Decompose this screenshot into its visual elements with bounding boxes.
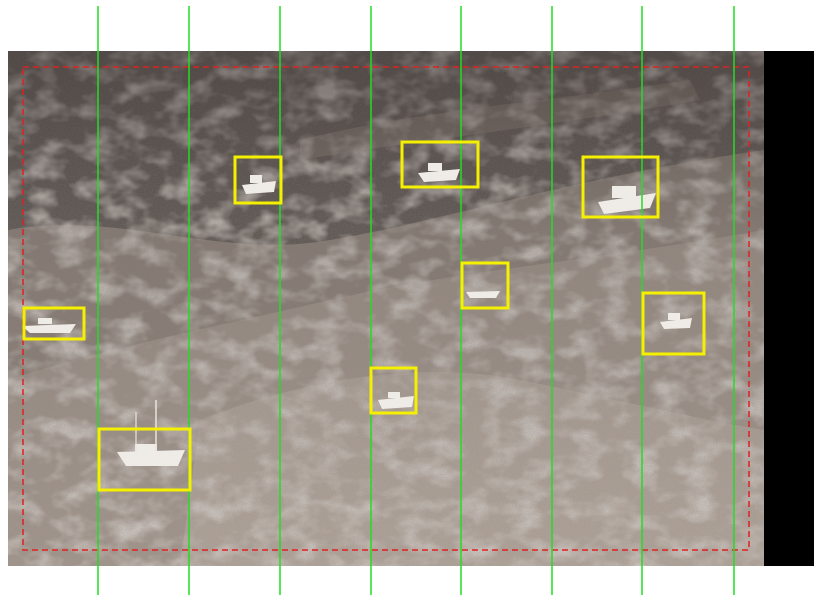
detection-box [400,140,480,189]
detection-boxes [22,140,706,492]
detection-box [369,366,418,415]
boat-2 [117,400,185,466]
boat-1 [22,318,76,333]
boat-8 [378,392,414,409]
roi-border [22,66,750,551]
boat-3 [242,175,276,194]
aerial-photo [8,51,764,566]
detection-box [97,427,192,492]
boat-6 [466,291,500,298]
detection-box [22,306,86,341]
detection-box [460,261,510,310]
detection-box [641,291,706,356]
boat-4 [418,163,460,182]
detection-box [233,155,283,205]
detection-box [581,155,660,219]
letterbox-bar [764,51,814,566]
boat-7 [660,313,692,329]
